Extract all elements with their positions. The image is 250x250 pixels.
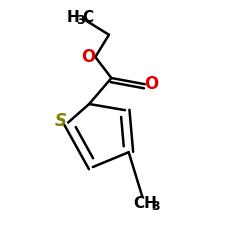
- Text: CH: CH: [133, 196, 157, 211]
- Text: S: S: [55, 112, 67, 130]
- Text: O: O: [144, 75, 158, 93]
- Text: C: C: [82, 10, 94, 25]
- Text: 3: 3: [76, 14, 85, 27]
- Text: O: O: [81, 48, 96, 66]
- Text: H: H: [66, 10, 79, 25]
- Text: 3: 3: [152, 200, 160, 212]
